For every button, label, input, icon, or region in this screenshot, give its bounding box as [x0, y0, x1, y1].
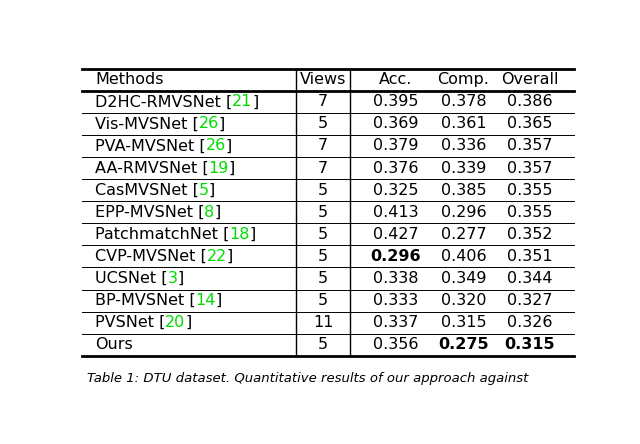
- Text: 5: 5: [318, 249, 328, 264]
- Text: 0.344: 0.344: [507, 271, 552, 286]
- Text: 0.395: 0.395: [372, 94, 418, 109]
- Text: Table 1: DTU dataset. Quantitative results of our approach against: Table 1: DTU dataset. Quantitative resul…: [88, 372, 529, 385]
- Text: ]: ]: [250, 227, 256, 242]
- Text: 0.320: 0.320: [441, 293, 486, 308]
- Text: 0.357: 0.357: [507, 139, 552, 154]
- Text: 0.275: 0.275: [438, 337, 489, 352]
- Text: D2HC-RMVSNet [: D2HC-RMVSNet [: [95, 94, 232, 109]
- Text: 19: 19: [209, 161, 229, 175]
- Text: 21: 21: [232, 94, 253, 109]
- Text: 0.406: 0.406: [440, 249, 486, 264]
- Text: 0.315: 0.315: [440, 315, 486, 330]
- Text: 20: 20: [165, 315, 186, 330]
- Text: 0.326: 0.326: [507, 315, 552, 330]
- Text: 5: 5: [318, 227, 328, 242]
- Text: PVA-MVSNet [: PVA-MVSNet [: [95, 139, 205, 154]
- Text: 5: 5: [318, 337, 328, 352]
- Text: 7: 7: [318, 94, 328, 109]
- Text: CasMVSNet [: CasMVSNet [: [95, 182, 199, 198]
- Text: 5: 5: [318, 205, 328, 220]
- Text: 0.355: 0.355: [507, 182, 552, 198]
- Text: ]: ]: [216, 293, 222, 308]
- Text: 0.376: 0.376: [372, 161, 418, 175]
- Text: 0.277: 0.277: [440, 227, 486, 242]
- Text: CVP-MVSNet [: CVP-MVSNet [: [95, 249, 207, 264]
- Text: 14: 14: [195, 293, 216, 308]
- Text: 5: 5: [318, 182, 328, 198]
- Text: 0.386: 0.386: [507, 94, 553, 109]
- Text: 0.333: 0.333: [373, 293, 418, 308]
- Text: 8: 8: [204, 205, 214, 220]
- Text: Comp.: Comp.: [438, 72, 490, 87]
- Text: Views: Views: [300, 72, 346, 87]
- Text: 0.378: 0.378: [440, 94, 486, 109]
- Text: ]: ]: [177, 271, 184, 286]
- Text: ]: ]: [186, 315, 192, 330]
- Text: 0.339: 0.339: [441, 161, 486, 175]
- Text: 18: 18: [229, 227, 250, 242]
- Text: PatchmatchNet [: PatchmatchNet [: [95, 227, 229, 242]
- Text: 11: 11: [313, 315, 333, 330]
- Text: 0.351: 0.351: [507, 249, 553, 264]
- Text: Ours: Ours: [95, 337, 132, 352]
- Text: 0.336: 0.336: [441, 139, 486, 154]
- Text: ]: ]: [219, 116, 225, 131]
- Text: 0.369: 0.369: [372, 116, 418, 131]
- Text: Acc.: Acc.: [379, 72, 412, 87]
- Text: ]: ]: [227, 249, 233, 264]
- Text: EPP-MVSNet [: EPP-MVSNet [: [95, 205, 204, 220]
- Text: 3: 3: [168, 271, 177, 286]
- Text: 7: 7: [318, 139, 328, 154]
- Text: 0.325: 0.325: [372, 182, 418, 198]
- Text: 0.315: 0.315: [504, 337, 555, 352]
- Text: 0.296: 0.296: [440, 205, 486, 220]
- Text: 5: 5: [199, 182, 209, 198]
- Text: 22: 22: [207, 249, 227, 264]
- Text: 0.338: 0.338: [372, 271, 418, 286]
- Text: 0.385: 0.385: [440, 182, 486, 198]
- Text: 5: 5: [318, 271, 328, 286]
- Text: 0.349: 0.349: [441, 271, 486, 286]
- Text: 0.357: 0.357: [507, 161, 552, 175]
- Text: 0.361: 0.361: [440, 116, 486, 131]
- Text: 0.327: 0.327: [507, 293, 552, 308]
- Text: 5: 5: [318, 116, 328, 131]
- Text: 0.413: 0.413: [372, 205, 419, 220]
- Text: 0.379: 0.379: [372, 139, 418, 154]
- Text: PVSNet [: PVSNet [: [95, 315, 165, 330]
- Text: 0.352: 0.352: [507, 227, 552, 242]
- Text: UCSNet [: UCSNet [: [95, 271, 168, 286]
- Text: 0.365: 0.365: [507, 116, 552, 131]
- Text: 0.356: 0.356: [372, 337, 418, 352]
- Text: ]: ]: [209, 182, 215, 198]
- Text: Vis-MVSNet [: Vis-MVSNet [: [95, 116, 198, 131]
- Text: 0.427: 0.427: [372, 227, 419, 242]
- Text: AA-RMVSNet [: AA-RMVSNet [: [95, 161, 209, 175]
- Text: ]: ]: [226, 139, 232, 154]
- Text: ]: ]: [229, 161, 235, 175]
- Text: ]: ]: [253, 94, 259, 109]
- Text: 26: 26: [198, 116, 219, 131]
- Text: BP-MVSNet [: BP-MVSNet [: [95, 293, 195, 308]
- Text: 26: 26: [205, 139, 226, 154]
- Text: 5: 5: [318, 293, 328, 308]
- Text: Methods: Methods: [95, 72, 163, 87]
- Text: 0.355: 0.355: [507, 205, 552, 220]
- Text: Overall: Overall: [501, 72, 559, 87]
- Text: 0.337: 0.337: [372, 315, 418, 330]
- Text: 7: 7: [318, 161, 328, 175]
- Text: 0.296: 0.296: [370, 249, 420, 264]
- Text: ]: ]: [214, 205, 221, 220]
